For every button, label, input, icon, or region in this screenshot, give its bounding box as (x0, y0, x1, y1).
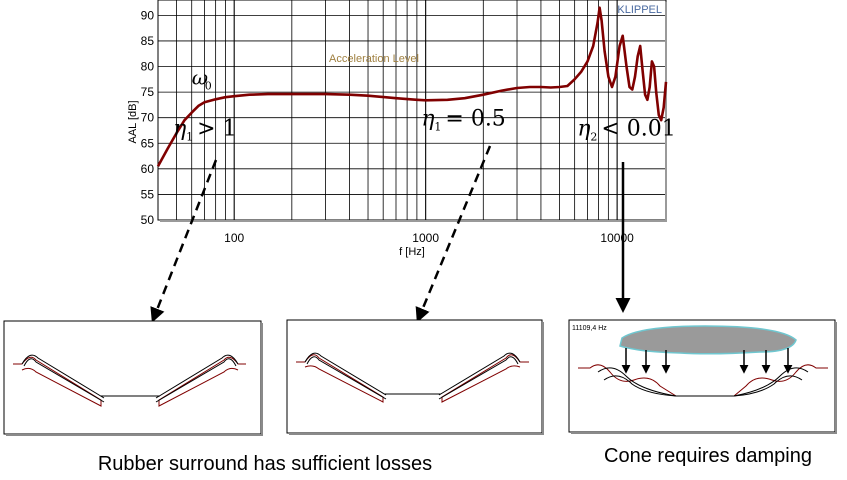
panel-shadow (6, 434, 263, 436)
y-tick-label: 85 (141, 34, 155, 48)
annotation-subscript: 0 (205, 79, 212, 92)
damping-material-blob (620, 326, 796, 354)
y-tick-label: 75 (141, 85, 155, 99)
annotation-subscript: 1 (434, 120, 441, 133)
panel-shadow (261, 323, 263, 436)
x-tick-labels: 100 1000 10000 (224, 231, 634, 245)
y-tick-label: 60 (141, 162, 155, 176)
panel-shadow (542, 322, 544, 435)
panel-frequency-label: 11109,4 Hz (572, 325, 607, 332)
annotation-relation: > 1 (197, 117, 236, 142)
annotation-symbol: η (577, 117, 590, 142)
annotation-subscript: 1 (186, 131, 193, 144)
panel-shadow (289, 433, 544, 435)
panel-shadow (571, 432, 837, 434)
y-tick-label: 50 (141, 213, 155, 227)
brand-label: KLIPPEL (617, 4, 662, 16)
panel-shadow (835, 322, 837, 434)
y-tick-labels: 50 55 60 65 70 75 80 85 90 (141, 8, 155, 227)
panel-surround-medium-damping (287, 320, 544, 435)
annotation-symbol: η (421, 106, 434, 131)
y-tick-label: 80 (141, 60, 155, 74)
annotation-symbol: η (173, 117, 186, 142)
y-tick-label: 65 (141, 136, 155, 150)
x-tick-label: 1000 (412, 231, 439, 245)
y-tick-label: 70 (141, 111, 155, 125)
y-axis-label: AAL [dB] (127, 100, 139, 143)
chart-title: Acceleration Level (329, 53, 419, 65)
x-axis-label: f [Hz] (399, 246, 425, 258)
caption-cone: Cone requires damping (604, 445, 812, 467)
caption-surround: Rubber surround has sufficient losses (98, 453, 432, 475)
panel-surround-high-damping (4, 321, 263, 436)
panel-cone-breakup: 11109,4 Hz (569, 320, 837, 434)
eta-annotation: η 1 > 1 (173, 117, 236, 144)
y-tick-label: 55 (141, 187, 155, 201)
annotation-subscript: 2 (590, 131, 597, 144)
annotation-relation: = 0.5 (445, 106, 505, 131)
panel-frame (4, 321, 261, 434)
x-tick-label: 100 (224, 231, 244, 245)
acceleration-level-chart: 50 55 60 65 70 75 80 85 90 100 1000 10000 Accelera… (127, 0, 676, 258)
panel-frame (287, 320, 542, 433)
y-tick-label: 90 (141, 8, 155, 22)
annotation-relation: < 0.01 (601, 117, 675, 142)
eta-annotation: η 1 = 0.5 (421, 106, 505, 133)
x-tick-label: 10000 (600, 231, 634, 245)
